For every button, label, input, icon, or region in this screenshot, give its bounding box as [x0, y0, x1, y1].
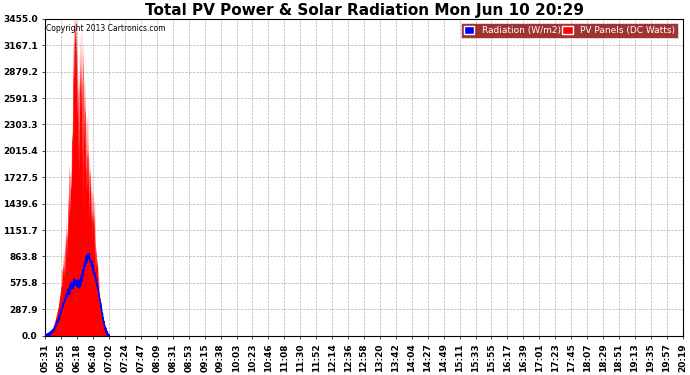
- Title: Total PV Power & Solar Radiation Mon Jun 10 20:29: Total PV Power & Solar Radiation Mon Jun…: [144, 3, 584, 18]
- Text: Copyright 2013 Cartronics.com: Copyright 2013 Cartronics.com: [46, 24, 166, 33]
- Legend: Radiation (W/m2), PV Panels (DC Watts): Radiation (W/m2), PV Panels (DC Watts): [461, 24, 678, 38]
